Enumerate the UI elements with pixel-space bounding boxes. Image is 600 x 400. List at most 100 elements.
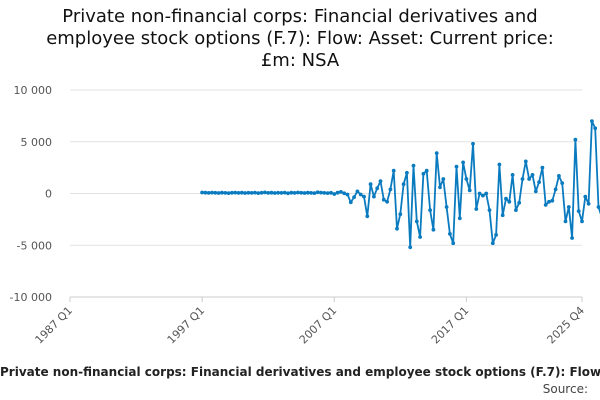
data-point [388,187,393,192]
data-point [530,173,535,177]
data-point [504,196,508,201]
x-tick-label: 2017 Q1 [429,304,472,347]
data-point [243,191,248,195]
data-point [596,205,600,209]
data-point [520,177,525,181]
data-point [514,208,518,213]
data-point [329,190,333,195]
data-point [319,190,323,195]
data-point [451,241,456,246]
data-point [332,192,337,196]
data-point [444,205,449,209]
chart-title-line-3: £m: NSA [260,50,340,71]
data-point [490,241,495,246]
data-point [477,191,482,196]
data-point [405,170,409,175]
series-line [202,120,600,249]
data-point [517,200,522,205]
data-point [547,199,551,204]
data-point [249,191,254,195]
data-point [299,190,304,195]
data-point [434,151,439,156]
data-point [411,163,416,168]
data-point [315,190,320,195]
x-tick-label: 2025 Q4 [545,304,588,347]
data-point [441,177,446,181]
data-point [464,177,469,181]
data-point [487,208,492,213]
data-point [296,190,300,195]
data-point [226,191,231,196]
data-point [507,199,512,204]
data-point [269,190,274,195]
data-point [210,190,214,195]
data-point [272,191,277,195]
data-point [239,190,244,195]
data-point [586,201,591,206]
data-point [372,194,376,199]
data-point [543,203,548,207]
data-point [523,159,528,164]
data-point [550,198,555,203]
data-point [352,195,356,200]
data-point [481,193,485,198]
data-point [213,190,218,195]
data-point [576,209,581,214]
data-point [206,191,211,195]
data-point [355,189,360,194]
data-point [395,226,399,231]
data-point [365,214,370,219]
data-point [302,191,307,195]
data-point [474,207,479,211]
data-point [401,182,406,187]
data-point [563,219,568,224]
data-point [557,174,561,178]
data-point [583,194,588,199]
x-tick-label: 1987 Q1 [33,304,76,347]
data-point [391,168,396,173]
data-point [428,208,432,213]
data-point [220,190,224,195]
x-tick-label: 1997 Q1 [165,304,208,347]
data-point [339,190,343,194]
y-tick-label: 5 000 [21,136,53,149]
data-point [279,191,284,195]
data-point [362,194,366,199]
data-point [593,126,598,131]
data-point [203,190,208,195]
y-tick-label: -5 000 [17,239,52,252]
data-point [289,190,294,195]
data-point [431,227,436,232]
data-point [236,191,241,195]
chart-title-line-1: Private non-financial corps: Financial d… [62,6,538,27]
data-point [246,190,251,195]
data-point [553,187,558,192]
data-point [424,168,429,173]
chart-title-line-2: employee stock options (F.7): Flow: Asse… [46,28,554,49]
data-point [418,235,422,239]
y-tick-label: 0 [45,188,52,201]
chart-title: Private non-financial corps: Financial d… [20,6,580,72]
data-point [200,190,205,195]
data-point [494,233,498,237]
data-point [216,191,221,195]
data-point [414,219,419,224]
data-point [461,160,465,165]
data-point [566,205,571,209]
data-point [348,200,353,205]
data-point [259,190,264,195]
x-tick-label: 2007 Q1 [297,304,340,347]
data-point [471,141,475,146]
data-point [484,191,489,196]
data-point [282,190,287,195]
data-point [537,180,541,185]
data-point [253,190,257,195]
data-point [309,191,313,195]
data-point [358,192,363,197]
data-point [590,119,594,123]
data-point [322,191,327,195]
data-point [457,216,462,221]
series-legend-label: Private non-financial corps: Financial d… [0,365,600,379]
data-point [256,191,261,196]
